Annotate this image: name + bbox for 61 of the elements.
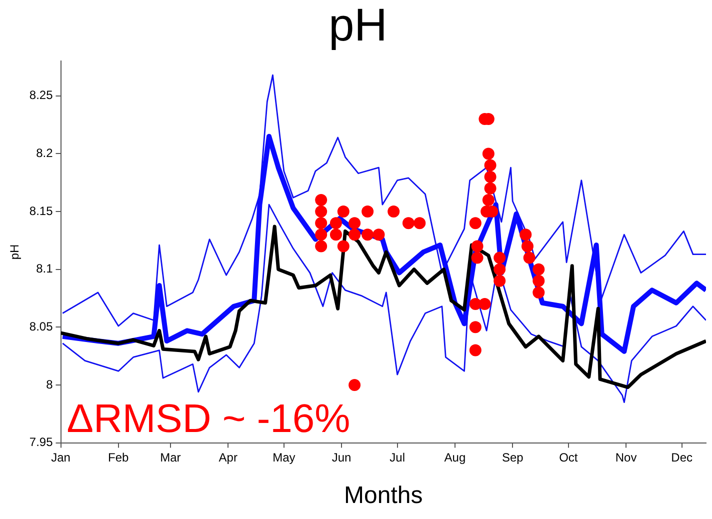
point	[402, 217, 414, 230]
x-tick-label: Oct	[559, 450, 578, 464]
y-tick-label: 8.05	[29, 319, 54, 334]
y-tick-label: 8.15	[29, 204, 54, 218]
point	[482, 194, 494, 206]
point	[348, 217, 361, 230]
x-tick-label: Apr	[218, 450, 238, 464]
point	[315, 240, 328, 252]
point	[532, 263, 545, 276]
point	[494, 252, 506, 264]
point	[520, 228, 532, 241]
point	[523, 252, 536, 264]
point	[348, 228, 361, 241]
point	[372, 228, 385, 241]
annotation: ΔRMSD ~ -16%	[66, 396, 350, 441]
point	[315, 194, 328, 206]
point	[337, 240, 350, 252]
y-tick-label: 8.2	[36, 146, 54, 160]
y-tick-label: 8.1	[36, 262, 54, 276]
point	[471, 252, 484, 264]
x-tick-label: Mar	[160, 450, 181, 464]
point	[469, 344, 482, 356]
point	[315, 206, 328, 218]
x-tick-label: Jul	[390, 450, 405, 464]
x-tick-label: Jun	[332, 450, 352, 464]
point	[494, 274, 506, 287]
point	[388, 206, 400, 218]
x-tick-label: May	[272, 450, 296, 464]
point	[469, 321, 482, 334]
x-tick-label: Nov	[615, 450, 637, 464]
point	[469, 217, 482, 230]
point	[362, 228, 374, 241]
point	[484, 159, 496, 172]
y-tick-label: 7.95	[29, 435, 54, 450]
point	[315, 228, 328, 241]
x-tick-label: Sep	[502, 450, 524, 464]
point	[532, 274, 545, 287]
point	[484, 182, 496, 194]
x-tick-label: Feb	[108, 450, 130, 464]
point	[478, 298, 491, 310]
point	[348, 378, 361, 391]
point	[494, 263, 506, 276]
point	[532, 286, 545, 298]
point	[484, 170, 496, 183]
y-tick-label: 8	[46, 377, 54, 392]
y-axis-title: pH	[8, 244, 22, 260]
point	[330, 228, 342, 241]
point	[471, 240, 484, 252]
point	[337, 206, 350, 218]
point	[362, 206, 374, 218]
point	[315, 217, 328, 230]
x-tick-label: Dec	[671, 450, 692, 464]
point	[330, 217, 342, 230]
x-tick-label: Aug	[444, 450, 466, 464]
x-tick-label: Jan	[51, 450, 70, 464]
point	[521, 240, 534, 252]
y-tick-label: 8.25	[29, 88, 54, 102]
point	[482, 148, 494, 160]
x-axis-title: Months	[344, 482, 423, 510]
point	[414, 217, 426, 230]
chart-title: pH	[328, 0, 388, 50]
